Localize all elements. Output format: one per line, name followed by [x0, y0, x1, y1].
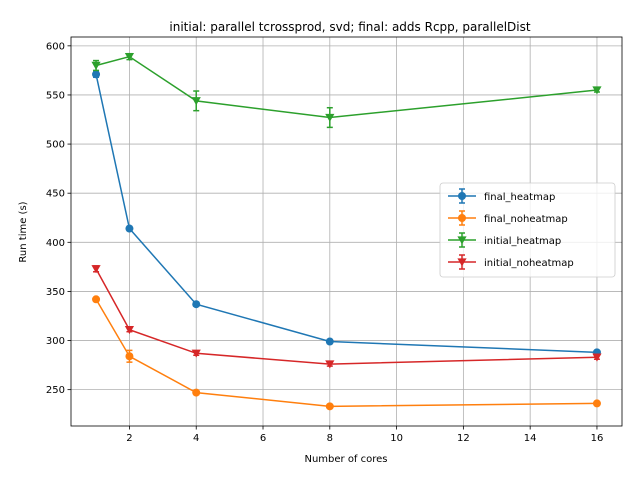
legend-marker — [457, 258, 467, 267]
y-tick-label: 250 — [46, 385, 65, 396]
data-point — [124, 326, 135, 335]
x-tick-label: 6 — [260, 433, 266, 444]
x-tick-label: 14 — [524, 433, 537, 444]
data-point — [192, 300, 201, 309]
data-point — [592, 399, 601, 408]
data-point — [124, 52, 135, 62]
legend-box — [439, 182, 616, 278]
legend: final_heatmap final_noheatmap initial_heat… — [439, 182, 616, 278]
legend-entry: initial_noheatmap — [448, 254, 574, 270]
x-tick-label: 8 — [327, 433, 333, 444]
x-tick-label: 10 — [390, 433, 403, 444]
y-tick-label: 600 — [46, 41, 65, 52]
series-layer — [91, 52, 602, 411]
data-point — [91, 61, 101, 70]
y-tick-label: 300 — [46, 336, 65, 347]
legend-label: final_noheatmap — [484, 214, 568, 225]
x-axis-label: Number of cores — [304, 454, 387, 465]
data-point — [592, 86, 602, 95]
axes-frame — [70, 36, 623, 427]
data-point — [125, 224, 134, 233]
x-tick-label: 12 — [457, 433, 470, 444]
y-tick-label: 500 — [46, 140, 65, 151]
legend-marker — [458, 192, 466, 200]
chart-title: initial: parallel tcrossprod, svd; final… — [169, 20, 530, 34]
data-point — [325, 113, 335, 122]
y-tick-label: 450 — [46, 189, 65, 200]
series-initial_heatmap — [91, 52, 602, 129]
series-final_heatmap — [92, 70, 601, 357]
series-initial_noheatmap — [91, 265, 602, 369]
data-point — [92, 295, 101, 304]
data-point — [92, 70, 101, 79]
data-point — [192, 388, 201, 397]
data-point — [91, 265, 101, 274]
legend-label: initial_noheatmap — [484, 258, 574, 269]
ticks: 2 4 6 8 10 12 14 16 250 300 350 400 450 500 550 600 — [46, 41, 603, 444]
x-tick-label: 4 — [193, 433, 199, 444]
legend-label: initial_heatmap — [484, 236, 561, 247]
data-point — [125, 352, 134, 361]
legend-label: final_heatmap — [484, 192, 555, 203]
series-final_noheatmap — [92, 295, 601, 411]
data-point — [191, 349, 201, 358]
y-tick-label: 400 — [46, 238, 65, 249]
x-tick-label: 16 — [591, 433, 604, 444]
legend-entry: initial_heatmap — [448, 232, 561, 248]
legend-marker — [458, 214, 466, 222]
grid — [71, 37, 622, 426]
legend-marker — [457, 236, 467, 245]
data-point — [191, 97, 201, 106]
y-tick-label: 350 — [46, 287, 65, 298]
data-point — [325, 402, 334, 411]
data-point — [325, 360, 335, 369]
data-point — [592, 353, 602, 362]
y-tick-label: 550 — [46, 90, 65, 101]
legend-entry: final_heatmap — [448, 188, 555, 204]
legend-entry: final_noheatmap — [448, 210, 568, 226]
x-tick-label: 2 — [126, 433, 132, 444]
data-point — [325, 337, 334, 346]
y-axis-label: Run time (s) — [18, 201, 29, 262]
